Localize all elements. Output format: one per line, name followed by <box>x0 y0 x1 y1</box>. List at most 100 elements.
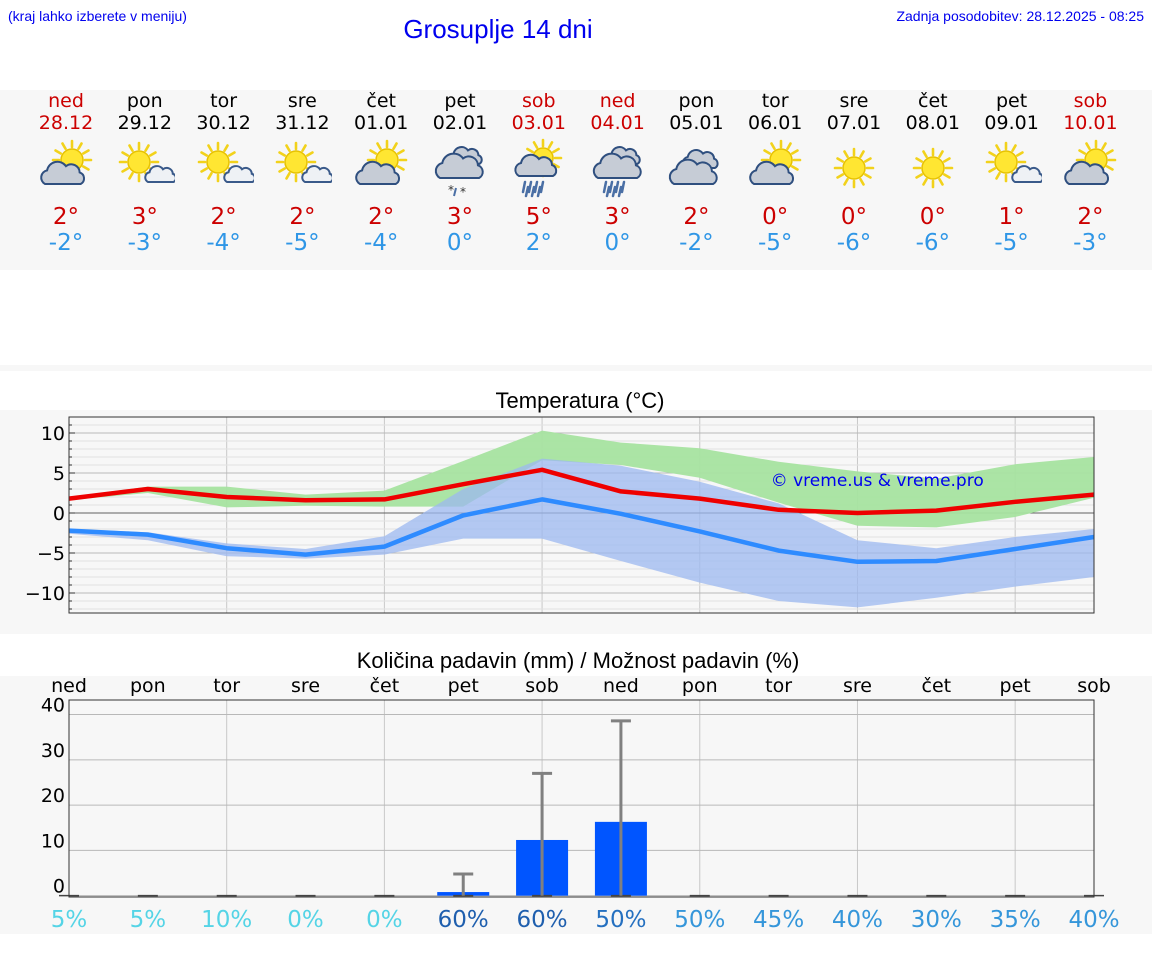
temperature-chart: 10 5 0 −5 −10 © vreme.us & vreme.pro <box>25 416 1095 614</box>
forecast-max-temp: 3° <box>604 204 631 230</box>
precip-probability-label: 40% <box>832 907 883 933</box>
temp-y-tick-label: 0 <box>53 503 65 525</box>
mostly-sunny-icon <box>985 141 1042 183</box>
forecast-strip: ned 28.12 2° -2° pon 29.12 3° -3° tor 30.12 2° -4° s… <box>0 90 1152 270</box>
location-menu-hint[interactable]: (kraj lahko izberete v meniju) <box>8 8 187 24</box>
forecast-day-name: tor <box>761 90 789 112</box>
max-temp-range-band <box>69 430 1094 528</box>
forecast-day: pon 29.12 3° -3° <box>106 90 184 256</box>
precip-probability-label: 45% <box>753 907 804 933</box>
precip-probability-label: 5% <box>130 907 167 933</box>
copyright-annotation[interactable]: © vreme.us & vreme.pro <box>771 471 984 491</box>
precip-day-label: ned <box>51 675 87 697</box>
precip-probability-label: 60% <box>517 907 568 933</box>
sunny-icon <box>912 147 954 189</box>
svg-text:*: * <box>448 183 454 197</box>
mostly-sunny-icon <box>197 141 254 183</box>
forecast-date: 05.01 <box>669 112 724 134</box>
max-temp-line <box>68 467 1095 516</box>
forecast-day-name: sob <box>522 90 556 112</box>
partly-cloudy-sun-icon <box>40 139 93 185</box>
forecast-day-name: ned <box>48 90 84 112</box>
forecast-max-temp: 2° <box>1077 204 1104 230</box>
forecast-max-temp: 5° <box>525 204 552 230</box>
precip-day-label: pet <box>1000 675 1031 697</box>
sun-rain-icon <box>514 138 563 198</box>
forecast-day: pet 09.01 1° -5° <box>973 90 1051 256</box>
forecast-max-temp: 0° <box>919 204 946 230</box>
forecast-date: 28.12 <box>38 112 94 134</box>
forecast-min-temp: -4° <box>363 230 399 256</box>
temp-y-tick-label: 10 <box>41 423 65 445</box>
forecast-day: pet 02.01 * * 3° 0° <box>421 90 499 256</box>
forecast-max-temp: 2° <box>52 204 80 230</box>
forecast-date: 31.12 <box>275 112 330 134</box>
forecast-day-name: sob <box>1073 90 1108 112</box>
forecast-day-name: čet <box>918 90 948 112</box>
forecast-min-temp: -2° <box>679 230 714 256</box>
precip-probability-label: 10% <box>201 907 252 933</box>
precip-probability-label: 60% <box>438 907 489 933</box>
precip-day-label: čet <box>922 675 952 697</box>
forecast-date: 08.01 <box>905 112 960 134</box>
forecast-day-name: pon <box>126 90 163 112</box>
forecast-date: 07.01 <box>826 112 882 134</box>
precip-probability-label: 5% <box>51 907 88 933</box>
precip-probability-label: 30% <box>911 907 962 933</box>
precip-y-tick-label: 40 <box>41 695 65 717</box>
forecast-day: sre 07.01 0° -6° <box>815 90 893 256</box>
mostly-sunny-icon <box>276 141 333 183</box>
forecast-max-temp: 0° <box>840 204 868 230</box>
precip-day-label: ned <box>603 675 639 697</box>
forecast-date: 06.01 <box>747 112 803 134</box>
forecast-min-temp: -2° <box>48 230 84 256</box>
forecast-day: čet 08.01 0° -6° <box>894 90 972 256</box>
forecast-min-temp: 2° <box>525 230 552 256</box>
precip-day-label: tor <box>213 675 240 697</box>
precip-y-tick-label: 10 <box>41 830 65 852</box>
precip-day-label: pon <box>682 675 718 697</box>
precip-day-label: sob <box>525 675 559 697</box>
forecast-date: 09.01 <box>984 112 1039 134</box>
forecast-date: 10.01 <box>1063 112 1118 134</box>
forecast-date: 04.01 <box>590 112 645 134</box>
forecast-max-temp: 1° <box>998 204 1025 230</box>
precipitation-chart-title: Količina padavin (mm) / Možnost padavin … <box>356 648 800 673</box>
precip-probability-label: 35% <box>990 907 1041 933</box>
precip-day-label: čet <box>370 675 400 697</box>
temperature-chart-title: Temperatura (°C) <box>495 388 665 413</box>
forecast-day: sre 31.12 2° -5° <box>263 90 341 256</box>
cloudy-icon <box>669 148 719 185</box>
forecast-day-name: sre <box>287 90 317 112</box>
forecast-max-temp: 2° <box>289 204 316 230</box>
forecast-date: 01.01 <box>353 112 409 134</box>
cloudy-snow-icon: * * <box>434 146 484 198</box>
partly-cloudy-sun-icon <box>1064 139 1117 185</box>
forecast-day-name: sre <box>839 90 869 112</box>
precip-y-tick-label: 20 <box>41 785 65 807</box>
temp-y-tick-label: −10 <box>25 583 65 605</box>
forecast-day: ned 28.12 2° -2° <box>27 90 105 256</box>
forecast-min-temp: -5° <box>285 230 320 256</box>
forecast-min-temp: -3° <box>127 230 163 256</box>
forecast-min-temp: -5° <box>757 230 793 256</box>
precip-day-label: sre <box>291 675 320 697</box>
forecast-day: sob 03.01 5° 2° <box>500 90 578 256</box>
min-temp-range-band <box>69 458 1094 608</box>
mostly-sunny-icon <box>118 141 175 183</box>
precip-day-label: tor <box>765 675 792 697</box>
min-temp-line <box>68 497 1095 565</box>
precip-probability-label: 50% <box>595 907 646 933</box>
forecast-max-temp: 0° <box>762 204 789 230</box>
forecast-min-temp: -6° <box>915 230 951 256</box>
forecast-day: ned 04.01 3° 0° <box>579 90 657 256</box>
precip-y-tick-label: 30 <box>41 740 65 762</box>
precip-day-label: pet <box>448 675 479 697</box>
forecast-date: 03.01 <box>511 112 566 134</box>
forecast-max-temp: 2° <box>368 204 395 230</box>
last-update-timestamp: Zadnja posodobitev: 28.12.2025 - 08:25 <box>896 8 1144 24</box>
forecast-min-temp: -5° <box>994 230 1029 256</box>
forecast-day-name: pon <box>678 90 715 112</box>
forecast-min-temp: 0° <box>446 230 474 256</box>
svg-text:*: * <box>460 185 466 198</box>
